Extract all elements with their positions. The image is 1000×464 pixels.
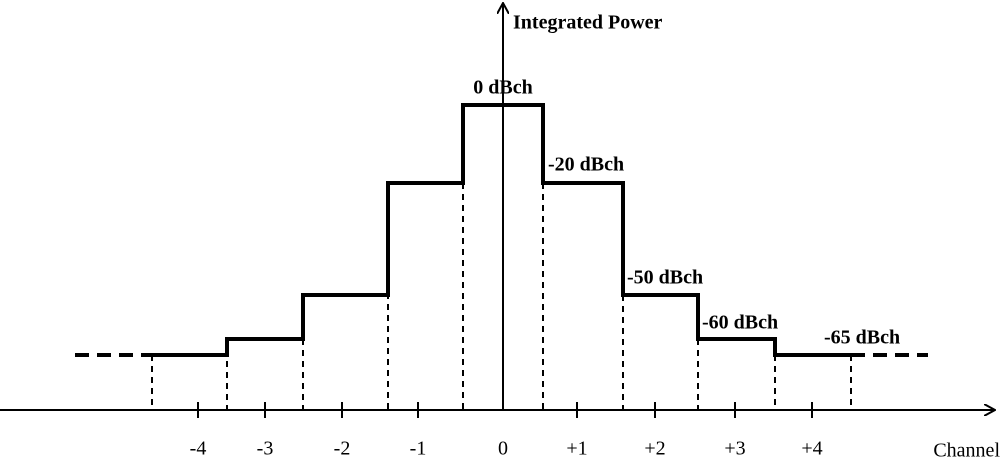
level-label: -65 dBch bbox=[824, 327, 900, 349]
x-tick-label: -4 bbox=[190, 438, 207, 460]
level-label: -60 dBch bbox=[702, 312, 778, 334]
x-tick-label: +4 bbox=[801, 438, 822, 460]
x-tick-label: -3 bbox=[257, 438, 274, 460]
spectrum-steps bbox=[152, 103, 851, 357]
x-tick-label: +2 bbox=[644, 438, 665, 460]
x-tick-label: +3 bbox=[724, 438, 745, 460]
x-tick-label: 0 bbox=[498, 438, 508, 460]
level-label: -20 dBch bbox=[548, 154, 624, 176]
axes bbox=[0, 4, 994, 410]
spectrum bbox=[75, 103, 928, 357]
level-label: -50 dBch bbox=[627, 267, 703, 289]
y-axis-title: Integrated Power bbox=[513, 12, 663, 34]
x-axis-title: Channel bbox=[933, 440, 1000, 462]
x-tick-label: -2 bbox=[334, 438, 351, 460]
x-tick-label: +1 bbox=[566, 438, 587, 460]
x-ticks bbox=[197, 402, 813, 418]
level-label: 0 dBch bbox=[473, 77, 532, 99]
step-edges bbox=[151, 183, 852, 410]
x-tick-label: -1 bbox=[410, 438, 427, 460]
